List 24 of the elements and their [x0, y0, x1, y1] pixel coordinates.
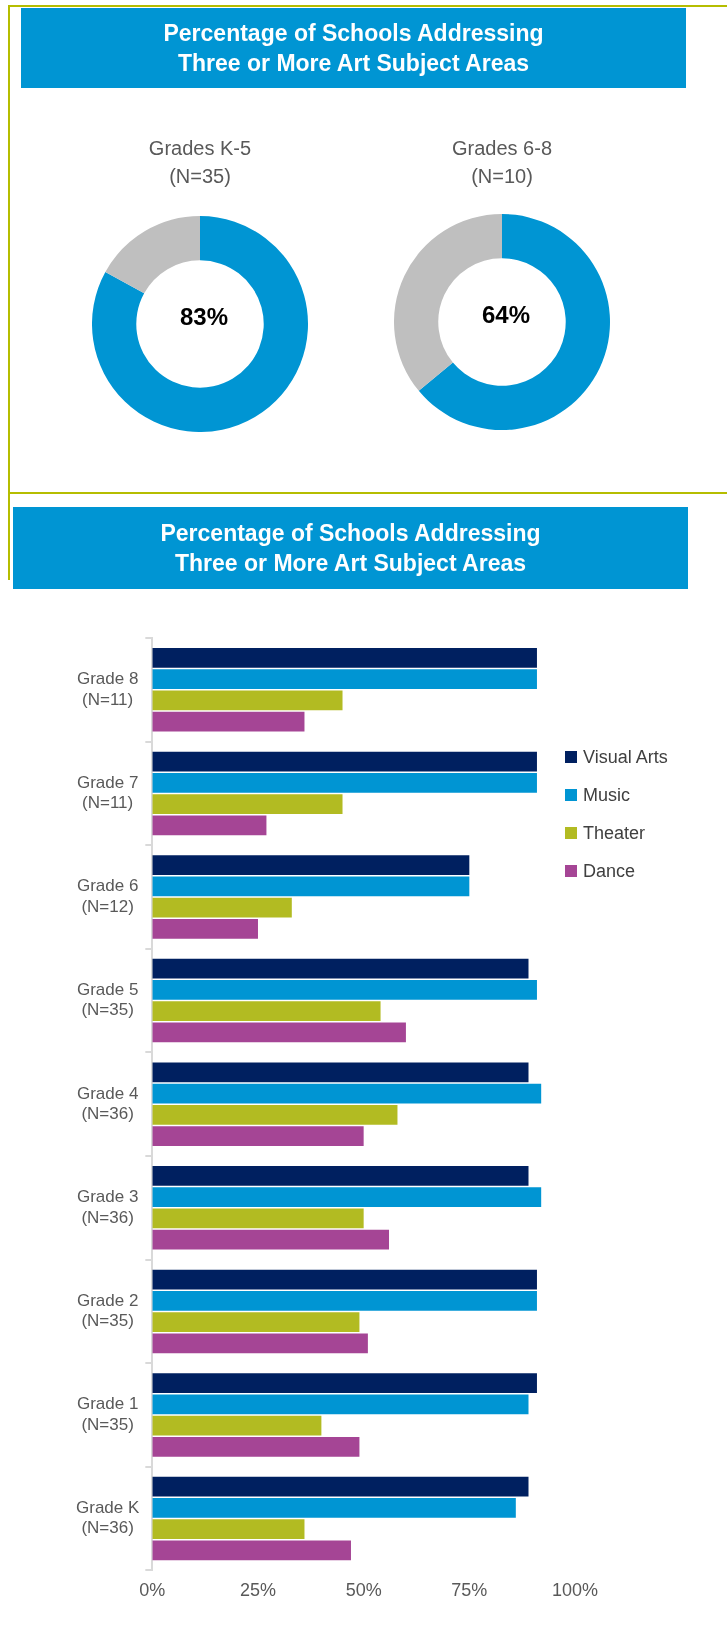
x-tick-label: 50%: [345, 1580, 382, 1601]
y-tick-label: Grade 2 (N=35): [76, 1290, 139, 1331]
x-tick-label: 0%: [139, 1580, 166, 1601]
legend-label: Music: [583, 784, 631, 806]
y-tick-label: Grade 8 (N=11): [76, 669, 139, 709]
y-tick-label: Grade 3 (N=36): [76, 1187, 139, 1227]
chart-title: Percentage of Schools Addressing Three or More Art Subject Areas: [13, 507, 688, 589]
legend-label: Theater: [583, 822, 646, 844]
y-tick-label: Grade 5 (N=35): [76, 980, 139, 1020]
chart-subtitle: Grades 6-8 (N=10): [450, 136, 554, 189]
x-tick-label: 100%: [551, 1580, 599, 1601]
y-tick-label: Grade 4 (N=36): [76, 1083, 139, 1124]
chart-subtitle: Grades K-5 (N=35): [147, 136, 253, 189]
y-tick-label: Grade 7 (N=11): [76, 772, 139, 813]
x-tick-label: 75%: [451, 1580, 488, 1601]
chart-title: Percentage of Schools Addressing Three or More Art Subject Areas: [21, 8, 686, 88]
data-label: 64%: [481, 300, 531, 328]
data-label: 83%: [179, 302, 229, 330]
legend-label: Visual Arts: [583, 746, 668, 768]
y-tick-label: Grade 6 (N=12): [76, 876, 139, 916]
legend-label: Dance: [583, 860, 636, 882]
y-tick-label: Grade K (N=36): [76, 1498, 140, 1538]
y-tick-label: Grade 1 (N=35): [76, 1394, 139, 1434]
x-tick-label: 25%: [239, 1580, 276, 1601]
